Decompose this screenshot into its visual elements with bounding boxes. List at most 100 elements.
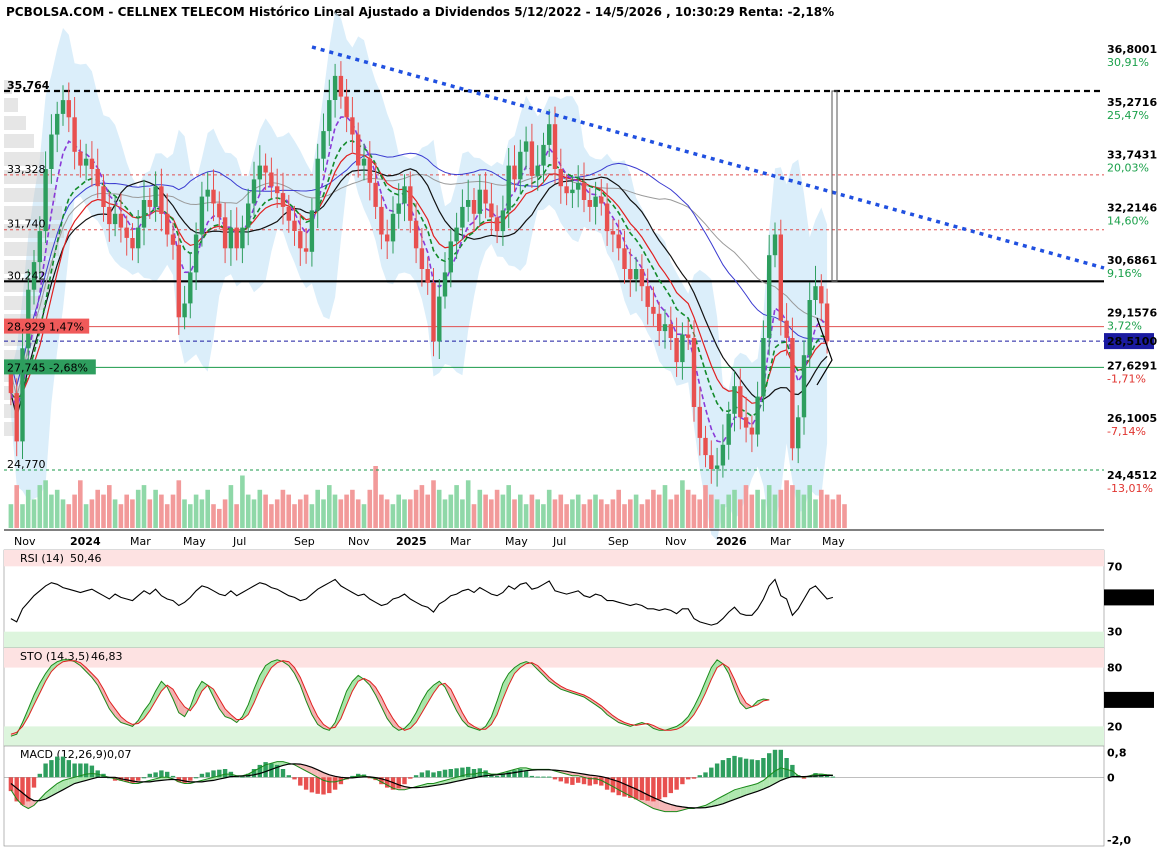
macd-histogram-bar (755, 760, 759, 777)
volume-bar (136, 490, 141, 528)
level-label: 27,745 -2,68% (7, 361, 88, 374)
volume-bar (315, 490, 320, 528)
volume-bar (813, 499, 818, 528)
volume-profile-bar (4, 188, 56, 202)
candle-body (125, 228, 129, 238)
macd-histogram-bar (454, 768, 458, 777)
volume-bar (217, 509, 222, 528)
volume-bar (321, 499, 326, 528)
macd-histogram-bar (148, 774, 152, 777)
level-label: 35,764 (7, 79, 50, 92)
candle-body (518, 152, 522, 180)
x-tick-label: Jul (232, 535, 246, 548)
volume-bar (686, 490, 691, 528)
macd-histogram-bar (38, 774, 42, 777)
volume-bar (38, 485, 43, 528)
macd-histogram-bar (420, 772, 424, 777)
volume-bar (356, 499, 361, 528)
macd-histogram-bar (316, 777, 320, 794)
macd-histogram-bar (831, 777, 835, 778)
macd-histogram-bar (298, 777, 302, 785)
volume-bar (605, 504, 610, 528)
candle-body (692, 338, 696, 407)
volume-bar (703, 485, 708, 528)
candle-body (310, 210, 314, 251)
macd-histogram-bar (287, 775, 291, 777)
price-pct-label: 14,60% (1107, 214, 1149, 227)
macd-histogram-bar (408, 777, 412, 778)
zone-lower-label: 20 (1107, 720, 1123, 733)
candle-body (663, 324, 667, 331)
volume-bar (368, 490, 373, 528)
candle-body (55, 114, 59, 135)
macd-histogram-bar (443, 770, 447, 778)
macd-histogram-bar (49, 760, 53, 777)
volume-bar (460, 499, 465, 528)
candle-body (564, 186, 568, 193)
price-pct-label: -1,71% (1107, 372, 1146, 385)
macd-histogram-bar (767, 753, 771, 777)
price-tick-label: 26,1005 (1107, 412, 1157, 425)
sto-last-label: 46,833 (1107, 694, 1149, 707)
candle-body (426, 269, 430, 283)
candle-body (78, 152, 82, 166)
candle-body (385, 235, 389, 242)
volume-bar (715, 499, 720, 528)
candle-body (495, 217, 499, 231)
candle-body (582, 183, 586, 200)
candle-body (9, 372, 13, 393)
panel-value-label: 0,07 (107, 748, 132, 761)
price-pct-label: 30,91% (1107, 56, 1149, 69)
price-pct-label: 9,16% (1107, 267, 1142, 280)
macd-histogram-bar (582, 777, 586, 784)
x-tick-label: Nov (348, 535, 370, 548)
volume-bar (431, 480, 436, 528)
volume-bar (286, 495, 291, 528)
candle-body (223, 217, 227, 248)
candle-body (38, 231, 42, 262)
macd-histogram-bar (541, 777, 545, 778)
candle-body (588, 200, 592, 207)
macd-histogram-bar (750, 759, 754, 777)
macd-histogram-bar (182, 777, 186, 783)
volume-bar (466, 480, 471, 528)
macd-histogram-bar (310, 777, 314, 792)
candle-body (605, 204, 609, 232)
candle-body (304, 248, 308, 251)
macd-histogram-bar (159, 770, 163, 777)
volume-bar (211, 504, 216, 528)
candle-body (67, 100, 71, 117)
volume-bar (223, 499, 228, 528)
candle-body (252, 179, 256, 203)
candle-body (657, 314, 661, 331)
macd-histogram-bar (466, 767, 470, 777)
volume-bar (541, 504, 546, 528)
volume-bar (697, 499, 702, 528)
volume-bar (385, 499, 390, 528)
candle-body (148, 200, 152, 207)
macd-histogram-bar (576, 777, 580, 783)
candle-body (258, 166, 262, 180)
candle-body (576, 183, 580, 190)
candle-body (269, 173, 273, 187)
volume-bar (582, 504, 587, 528)
volume-bar (657, 495, 662, 528)
volume-bar (512, 499, 517, 528)
price-tick-label: 27,6291 (1107, 359, 1157, 372)
candle-body (703, 438, 707, 455)
volume-bar (113, 499, 118, 528)
x-tick-label: Mar (770, 535, 791, 548)
candle-body (622, 248, 626, 269)
candle-body (524, 141, 528, 151)
macd-histogram-bar (72, 764, 76, 778)
volume-bar (535, 499, 540, 528)
x-tick-label: Nov (665, 535, 687, 548)
macd-histogram-bar (211, 770, 215, 777)
candle-body (188, 272, 192, 303)
volume-bar (177, 480, 182, 528)
macd-histogram-bar (200, 774, 204, 777)
candle-body (327, 100, 331, 131)
candle-body (738, 386, 742, 417)
price-tick-label: 35,2716 (1107, 96, 1157, 109)
candle-body (796, 417, 800, 448)
